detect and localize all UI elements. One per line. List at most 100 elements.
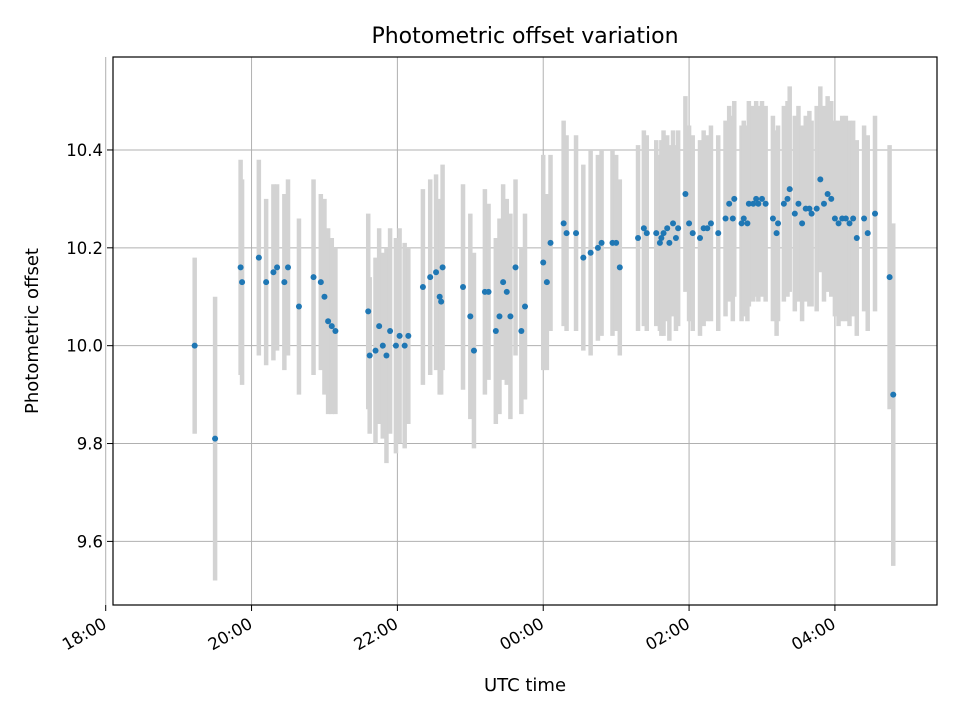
data-point [799, 220, 806, 227]
y-axis-ticks: 9.6 9.8 10.0 10.2 10.4 [66, 141, 113, 551]
data-point [392, 342, 399, 349]
data-point [813, 205, 820, 212]
data-point [436, 293, 443, 300]
data-point [656, 239, 663, 246]
data-point [547, 239, 554, 246]
data-point [842, 215, 849, 222]
data-point [594, 244, 601, 251]
x-axis-label: UTC time [484, 675, 566, 696]
data-point [587, 249, 594, 256]
y-tick-label: 9.6 [77, 532, 103, 551]
data-points [191, 176, 897, 442]
data-point [670, 220, 677, 227]
data-point [835, 220, 842, 227]
data-point [707, 220, 714, 227]
data-point [239, 279, 246, 286]
data-point [722, 215, 729, 222]
data-point [396, 332, 403, 339]
data-point [643, 230, 650, 237]
data-point [658, 235, 665, 242]
data-point [470, 347, 477, 354]
x-tick-label: 02:00 [642, 614, 693, 654]
data-point [755, 200, 762, 207]
data-point [762, 200, 769, 207]
data-point [237, 264, 244, 271]
data-point [507, 313, 514, 320]
data-point [503, 288, 510, 295]
plot-area-frame [112, 56, 938, 606]
data-point [321, 293, 328, 300]
data-point [745, 200, 752, 207]
x-tick-label: 00:00 [497, 614, 548, 654]
data-point [704, 225, 711, 232]
data-point [332, 328, 339, 334]
data-point [853, 235, 860, 242]
data-point [689, 230, 696, 237]
data-point [831, 215, 838, 222]
data-point [366, 352, 373, 359]
data-point [460, 283, 467, 290]
data-point [872, 210, 879, 217]
y-tick-label: 10.4 [66, 141, 103, 160]
data-point [775, 220, 782, 227]
data-point [439, 264, 446, 271]
data-point [522, 303, 528, 310]
data-point [664, 225, 671, 232]
data-point [598, 239, 605, 246]
data-point [846, 220, 853, 227]
data-point [686, 220, 693, 227]
data-point [485, 288, 492, 295]
x-tick-label: 04:00 [788, 614, 839, 654]
data-point [653, 230, 660, 237]
data-point [281, 279, 288, 286]
data-point [325, 318, 332, 325]
data-point [401, 342, 408, 349]
y-tick-label: 9.8 [77, 435, 103, 454]
data-point [675, 225, 682, 232]
data-point [496, 313, 503, 320]
chart-title: Photometric offset variation [371, 24, 678, 49]
data-point [492, 328, 499, 334]
data-point [738, 220, 745, 227]
data-point [328, 323, 335, 330]
data-point [427, 274, 434, 281]
data-point [640, 225, 647, 232]
data-point [573, 230, 580, 237]
data-point [419, 283, 426, 290]
data-point [616, 264, 623, 271]
data-point [438, 298, 445, 305]
data-point [191, 342, 198, 349]
data-point [750, 200, 757, 207]
data-point [791, 210, 798, 217]
x-tick-label: 22:00 [351, 614, 402, 654]
data-point [383, 352, 390, 359]
data-point [824, 191, 831, 197]
data-point [773, 230, 780, 237]
data-point [255, 254, 262, 261]
data-point [563, 230, 570, 237]
data-point [372, 347, 379, 354]
data-point [806, 205, 813, 212]
data-point [850, 215, 857, 222]
data-point [376, 323, 383, 330]
data-point [212, 435, 219, 442]
data-point [864, 230, 871, 237]
data-point [697, 235, 704, 242]
data-point [828, 195, 835, 202]
data-point [758, 195, 765, 202]
data-point [543, 279, 550, 286]
data-point [672, 235, 679, 242]
data-point [512, 264, 519, 271]
data-point [682, 191, 689, 197]
data-point [285, 264, 292, 271]
data-point [500, 279, 507, 286]
data-point [387, 328, 394, 334]
data-point [786, 186, 793, 193]
data-point [715, 230, 722, 237]
y-axis-label: Photometric offset [22, 248, 43, 414]
data-point [310, 274, 317, 281]
data-point [433, 269, 440, 276]
data-point [744, 220, 751, 227]
data-point [295, 303, 302, 310]
data-point [580, 254, 587, 261]
